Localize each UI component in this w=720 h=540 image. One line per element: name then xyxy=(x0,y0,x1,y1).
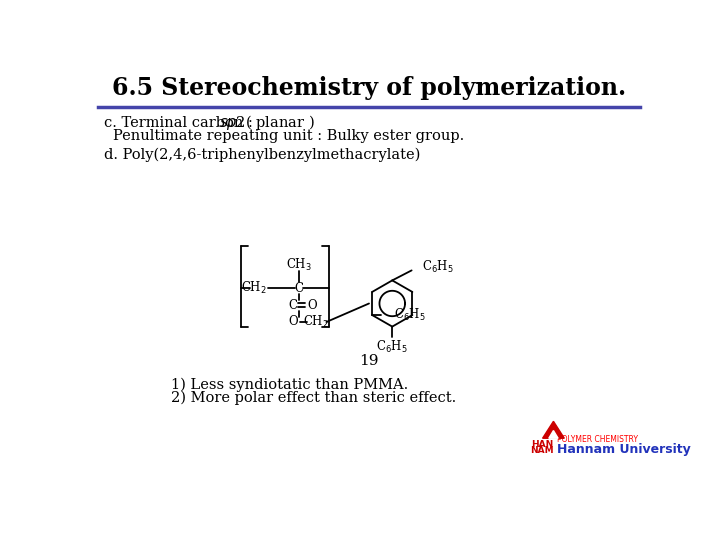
Text: C$_6$H$_5$: C$_6$H$_5$ xyxy=(377,339,408,355)
Text: CH$_2$: CH$_2$ xyxy=(241,280,266,296)
Text: C: C xyxy=(294,281,304,295)
Text: O: O xyxy=(307,299,317,312)
Text: 2) More polar effect than steric effect.: 2) More polar effect than steric effect. xyxy=(171,391,456,406)
Text: Penultimate repeating unit : Bulky ester group.: Penultimate repeating unit : Bulky ester… xyxy=(113,130,464,144)
Text: CH$_2$: CH$_2$ xyxy=(303,314,329,330)
Text: Hannam University: Hannam University xyxy=(557,443,691,456)
Text: POLYMER CHEMISTRY: POLYMER CHEMISTRY xyxy=(557,435,639,444)
Text: C$_6$H$_5$: C$_6$H$_5$ xyxy=(394,307,426,323)
Text: 1) Less syndiotatic than PMMA.: 1) Less syndiotatic than PMMA. xyxy=(171,377,409,392)
Text: C$_6$H$_5$: C$_6$H$_5$ xyxy=(422,259,454,275)
Text: $\it{sp}$2( planar ): $\it{sp}$2( planar ) xyxy=(220,113,315,132)
Text: HAN: HAN xyxy=(531,440,553,449)
Text: NAM: NAM xyxy=(530,446,554,455)
Polygon shape xyxy=(549,430,558,438)
Text: C: C xyxy=(289,299,297,312)
Text: d. Poly(2,4,6-triphenylbenzylmethacrylate): d. Poly(2,4,6-triphenylbenzylmethacrylat… xyxy=(104,148,420,162)
Text: O: O xyxy=(288,315,297,328)
Text: 6.5 Stereochemistry of polymerization.: 6.5 Stereochemistry of polymerization. xyxy=(112,76,626,100)
Text: CH$_3$: CH$_3$ xyxy=(287,257,312,273)
Text: 19: 19 xyxy=(359,354,379,368)
Text: c. Terminal carbon :: c. Terminal carbon : xyxy=(104,116,258,130)
Polygon shape xyxy=(543,421,564,438)
